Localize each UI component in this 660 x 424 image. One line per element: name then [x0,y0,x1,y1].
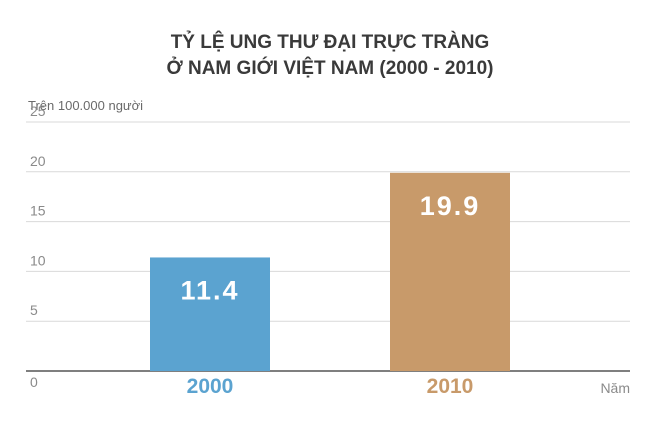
y-tick-label: 10 [30,252,46,268]
bar-value-label: 11.4 [180,275,239,305]
x-tick-label: 2000 [187,375,234,398]
bar-2000 [150,257,270,371]
y-tick-label: 15 [30,203,46,219]
x-axis-label: Năm [600,380,630,396]
chart-title-line-1: TỶ LỆ UNG THƯ ĐẠI TRỰC TRÀNG [170,32,490,53]
y-tick-label: 20 [30,153,46,169]
bar-value-label: 19.9 [420,191,481,221]
y-tick-label: 5 [30,302,38,318]
chart-title-line-2: Ở NAM GIỚI VIỆT NAM (2000 - 2010) [166,58,494,79]
x-tick-label: 2010 [427,375,474,398]
y-axis-label: Trên 100.000 người [28,98,144,113]
y-tick-label: 25 [30,103,46,119]
chart-title: TỶ LỆ UNG THƯ ĐẠI TRỰC TRÀNG Ở NAM GIỚI … [0,30,660,82]
y-tick-label: 0 [30,374,38,390]
bar-2010 [390,172,510,371]
